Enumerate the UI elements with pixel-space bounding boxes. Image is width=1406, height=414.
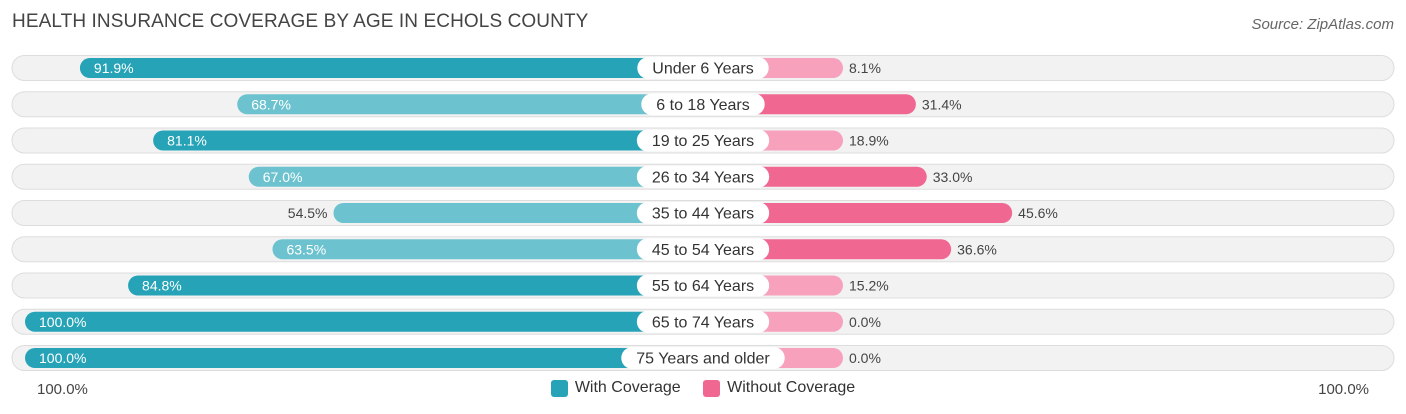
value-label-with-coverage: 63.5% [286, 241, 326, 257]
category-pill [621, 347, 785, 369]
bar-with-coverage [237, 94, 704, 115]
source-label: Source: ZipAtlas.com [1251, 16, 1394, 33]
category-label: 75 Years and older [636, 351, 770, 368]
category-pill [636, 202, 770, 224]
category-label: 35 to 44 Years [652, 206, 754, 223]
bar-with-coverage [248, 166, 704, 187]
category-label: 55 to 64 Years [652, 278, 754, 295]
value-label-with-coverage: 68.7% [251, 96, 291, 112]
value-label-with-coverage: 67.0% [263, 169, 303, 185]
bar-with-coverage [272, 239, 703, 260]
bar-with-coverage [153, 130, 704, 151]
category-pill [636, 129, 770, 152]
value-label-without-coverage: 33.0% [933, 169, 973, 185]
axis-right-label: 100.0% [1318, 381, 1369, 398]
value-label-with-coverage: 100.0% [39, 350, 86, 366]
value-label-without-coverage: 18.9% [849, 133, 889, 149]
legend-swatch-with-coverage [550, 379, 568, 397]
bar-with-coverage [25, 348, 703, 368]
bar-with-coverage [79, 58, 704, 78]
axis-left-label: 100.0% [37, 381, 88, 398]
category-pill [636, 165, 770, 188]
value-label-without-coverage: 8.1% [849, 60, 881, 76]
category-label: 19 to 25 Years [652, 133, 754, 150]
value-label-without-coverage: 31.4% [922, 96, 962, 112]
value-label-without-coverage: 45.6% [1018, 205, 1058, 221]
legend-swatch-without-coverage [703, 379, 721, 397]
value-label-without-coverage: 36.6% [957, 241, 997, 257]
legend: With Coverage Without Coverage [0, 379, 1406, 402]
category-pill [641, 93, 765, 116]
category-pill [636, 238, 770, 261]
legend-label-without-coverage: Without Coverage [727, 379, 856, 396]
category-pill [636, 310, 770, 333]
bar-without-coverage [703, 203, 1013, 223]
value-label-with-coverage: 100.0% [39, 314, 86, 330]
category-pill [636, 274, 770, 297]
bar-with-coverage [333, 203, 703, 223]
value-label-with-coverage: 84.8% [142, 278, 182, 294]
category-label: 45 to 54 Years [652, 242, 754, 259]
chart-area: 91.9% 8.1% Under 6 Years 68.7% 31.4% 6 to 18 … [11, 55, 1395, 371]
value-label-with-coverage: 54.5% [288, 205, 328, 221]
chart-title: HEALTH INSURANCE COVERAGE BY AGE IN ECHO… [12, 11, 589, 32]
bar-with-coverage [128, 275, 703, 296]
legend-label-with-coverage: With Coverage [574, 379, 681, 396]
category-label: Under 6 Years [652, 61, 753, 78]
value-label-with-coverage: 91.9% [94, 60, 134, 76]
category-label: 6 to 18 Years [656, 97, 749, 114]
category-pill [637, 57, 769, 79]
value-label-without-coverage: 0.0% [849, 314, 881, 330]
category-label: 26 to 34 Years [652, 169, 754, 186]
bar-with-coverage [25, 311, 703, 332]
value-label-without-coverage: 15.2% [849, 278, 889, 294]
category-label: 65 to 74 Years [652, 314, 754, 331]
legend-item-with-coverage: With Coverage [550, 379, 681, 397]
value-label-without-coverage: 0.0% [849, 350, 881, 366]
legend-item-without-coverage: Without Coverage [703, 379, 855, 397]
value-label-with-coverage: 81.1% [167, 133, 207, 149]
